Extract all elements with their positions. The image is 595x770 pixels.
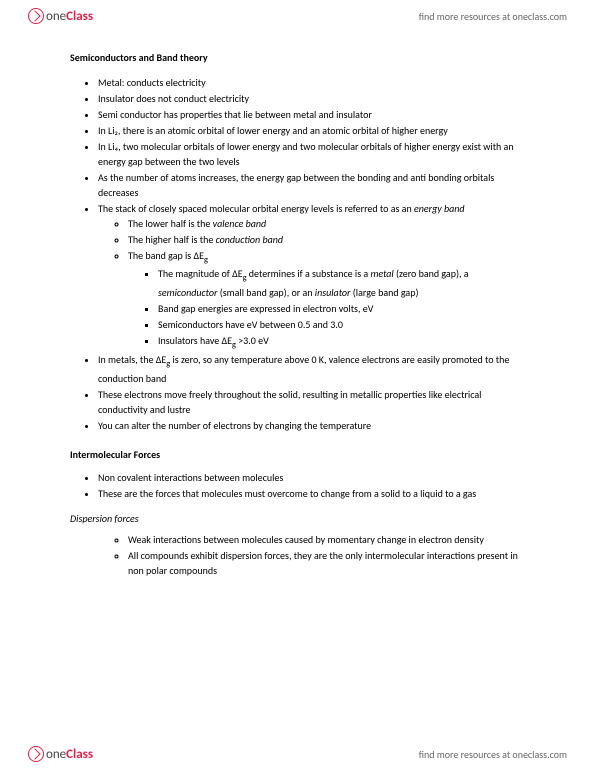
list-item: Non covalent interactions between molecu… xyxy=(98,470,525,485)
list-item: The band gap is ΔEg The magnitude of ΔEg… xyxy=(128,248,525,351)
list-item: You can alter the number of electrons by… xyxy=(98,418,525,433)
header-link[interactable]: find more resources at oneclass.com xyxy=(419,10,567,23)
list-item: The higher half is the conduction band xyxy=(128,232,525,247)
document-body: Semiconductors and Band theory Metal: co… xyxy=(0,0,595,619)
brand-logo: oneClass xyxy=(28,746,93,762)
list-item: In Li₄, two molecular orbitals of lower … xyxy=(98,139,525,169)
sublist-band-gap: The magnitude of ΔEg determines if a sub… xyxy=(128,266,525,351)
logo-icon xyxy=(28,8,44,24)
list-item: Weak interactions between molecules caus… xyxy=(128,532,525,547)
heading-semiconductors: Semiconductors and Band theory xyxy=(70,50,525,65)
page-footer: oneClass find more resources at oneclass… xyxy=(0,738,595,770)
list-item: Metal: conducts electricity xyxy=(98,75,525,90)
list-semiconductors: Metal: conducts electricity Insulator do… xyxy=(70,75,525,433)
list-item: As the number of atoms increases, the en… xyxy=(98,170,525,200)
list-item: The lower half is the valence band xyxy=(128,216,525,231)
list-item: Band gap energies are expressed in elect… xyxy=(158,301,525,316)
list-item: In metals, the ΔEg is zero, so any tempe… xyxy=(98,352,525,385)
heading-intermolecular: Intermolecular Forces xyxy=(70,447,525,462)
brand-logo: oneClass xyxy=(28,8,93,24)
list-item: Semiconductors have eV between 0.5 and 3… xyxy=(158,317,525,332)
list-item: The magnitude of ΔEg determines if a sub… xyxy=(158,266,525,299)
list-intermolecular: Non covalent interactions between molecu… xyxy=(70,470,525,501)
list-dispersion: Weak interactions between molecules caus… xyxy=(70,532,525,578)
list-item: The stack of closely spaced molecular or… xyxy=(98,201,525,351)
list-item: Insulators have ΔEg >3.0 eV xyxy=(158,333,525,351)
list-item: Semi conductor has properties that lie b… xyxy=(98,107,525,122)
list-item: Insulator does not conduct electricity xyxy=(98,91,525,106)
list-item: All compounds exhibit dispersion forces,… xyxy=(128,548,525,578)
list-item: These electrons move freely throughout t… xyxy=(98,387,525,417)
list-item: These are the forces that molecules must… xyxy=(98,486,525,501)
logo-text: oneClass xyxy=(46,747,93,762)
footer-link[interactable]: find more resources at oneclass.com xyxy=(419,748,567,761)
logo-text: oneClass xyxy=(46,9,93,24)
logo-icon xyxy=(28,746,44,762)
list-item: In Li₂, there is an atomic orbital of lo… xyxy=(98,123,525,138)
sublist-energy-band: The lower half is the valence band The h… xyxy=(98,216,525,351)
heading-dispersion: Dispersion forces xyxy=(70,511,525,526)
page-header: oneClass find more resources at oneclass… xyxy=(0,0,595,32)
